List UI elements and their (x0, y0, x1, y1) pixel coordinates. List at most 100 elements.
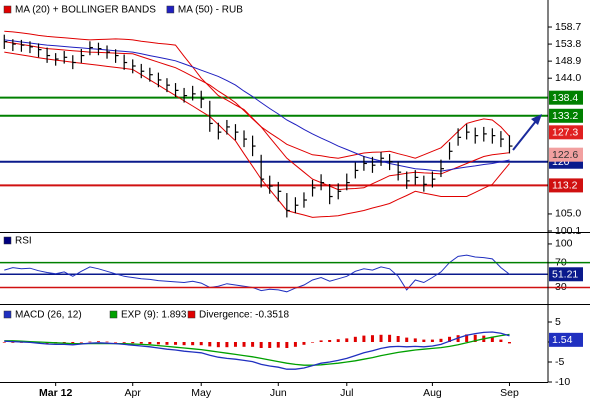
divergence-bar (319, 340, 323, 342)
divergence-bar (328, 340, 332, 342)
y-tick-label: -10 (555, 376, 570, 388)
price-marker-box (549, 147, 583, 162)
level-label-box (549, 108, 583, 123)
divergence-bar (405, 337, 409, 342)
divergence-bar (448, 336, 452, 342)
divergence-bar (430, 339, 434, 342)
divergence-bar (379, 334, 383, 342)
legend-label: MACD (26, 12) (15, 310, 82, 321)
divergence-bar (156, 342, 160, 345)
price-marker: 127.3 (552, 127, 578, 139)
divergence-bar (276, 342, 280, 348)
price-marker-box (549, 125, 583, 140)
rsi-line (4, 254, 510, 293)
divergence-bar (490, 336, 494, 342)
y-tick-label: 105.0 (555, 208, 581, 220)
y-tick-label: -5 (555, 356, 564, 368)
last-value-label-box (549, 332, 583, 347)
y-tick-label: 100.1 (555, 225, 581, 237)
panel (0, 30, 548, 218)
panel (0, 254, 548, 293)
divergence-bar (139, 342, 143, 344)
y-tick-label: 144.0 (555, 72, 581, 84)
y-tick-label: 5 (555, 316, 561, 328)
level-label-box (549, 90, 583, 105)
divergence-bar (251, 342, 255, 347)
divergence-bar (96, 341, 100, 342)
divergence-bar (293, 342, 297, 347)
legend-swatch (3, 5, 12, 14)
trend-arrow (512, 120, 537, 151)
y-tick-label: 100 (555, 238, 573, 250)
divergence-bar (182, 342, 186, 346)
panel (2, 331, 511, 370)
legend-label: MA (20) + BOLLINGER BANDS (15, 5, 156, 16)
divergence-bar (71, 342, 75, 344)
divergence-bar (285, 342, 289, 348)
divergence-bar (388, 334, 392, 342)
legend-swatch (109, 310, 118, 319)
legend-swatch (187, 310, 196, 319)
x-tick-label: Mar 12 (39, 387, 72, 399)
divergence-bar (225, 342, 229, 348)
divergence-bar (439, 338, 443, 342)
x-tick-label: Apr (125, 387, 142, 399)
divergence-bar (396, 336, 400, 342)
divergence-bar (88, 341, 92, 343)
divergence-bar (268, 342, 272, 348)
divergence-bar (79, 342, 83, 343)
divergence-bar (199, 342, 203, 346)
divergence-bar (336, 339, 340, 342)
divergence-bar (122, 342, 126, 343)
divergence-bar (242, 342, 246, 347)
legend-swatch (3, 236, 12, 245)
divergence-bar (370, 335, 374, 342)
divergence-bar (148, 342, 152, 344)
x-tick-label: Jun (270, 387, 287, 399)
legend-label: Divergence: -0.3518 (199, 310, 289, 321)
divergence-bar (465, 334, 469, 342)
last-value-label-box (549, 267, 583, 282)
trend-arrowhead (531, 114, 542, 125)
divergence-bar (165, 342, 169, 345)
last-value-label: 51.21 (552, 269, 578, 281)
divergence-bar (311, 342, 315, 343)
legend-label: MA (50) - RUB (178, 5, 243, 16)
divergence-bar (259, 342, 263, 348)
divergence-bar (302, 342, 306, 345)
plot-layers: 158.7 153.8 148.9 144.0 105.0 100.1 138.4 133.2… (0, 5, 590, 399)
divergence-bar (345, 338, 349, 342)
divergence-bar (114, 342, 118, 343)
divergence-bar (362, 335, 366, 342)
divergence-bar (131, 342, 135, 344)
divergence-bar (422, 339, 426, 342)
x-tick-label: Jul (340, 387, 353, 399)
y-tick-label: 148.9 (555, 55, 581, 67)
divergence-bar (105, 341, 109, 343)
divergence-bar (191, 342, 195, 346)
x-tick-label: Aug (423, 387, 442, 399)
last-value-label: 1.54 (552, 334, 573, 346)
divergence-bar (208, 342, 212, 347)
ma-line (4, 41, 510, 191)
level-label: 138.4 (552, 92, 578, 104)
divergence-bar (473, 334, 477, 342)
ma-line (4, 39, 510, 172)
divergence-bar (2, 342, 6, 343)
divergence-bar (174, 342, 178, 345)
x-tick-label: Sep (500, 387, 519, 399)
bollinger-lower (4, 51, 510, 218)
level-label-box (549, 178, 583, 193)
y-tick-label: 158.7 (555, 21, 581, 33)
legend-swatch (166, 5, 175, 14)
divergence-bar (353, 336, 357, 342)
level-label: 113.2 (552, 180, 578, 192)
divergence-bar (11, 342, 15, 343)
price-marker: 122.6 (552, 149, 578, 161)
x-tick-label: May (191, 387, 212, 399)
legend-label: RSI (15, 236, 32, 247)
y-tick-label: 153.8 (555, 38, 581, 50)
divergence-bar (499, 339, 503, 342)
